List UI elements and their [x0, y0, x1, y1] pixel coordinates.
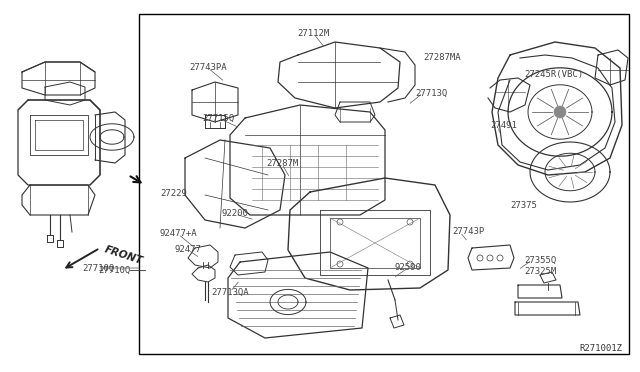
- Text: 27715Q: 27715Q: [202, 113, 234, 122]
- Text: 27743P: 27743P: [452, 228, 484, 237]
- Text: 27743PA: 27743PA: [189, 64, 227, 73]
- Text: FRONT: FRONT: [103, 244, 144, 266]
- Text: 27245R(VBC): 27245R(VBC): [524, 71, 583, 80]
- Text: 27229: 27229: [161, 189, 188, 199]
- Text: 27491: 27491: [490, 122, 517, 131]
- Text: R271001Z: R271001Z: [579, 344, 622, 353]
- Text: 27287MA: 27287MA: [423, 54, 461, 62]
- Text: 27713QA: 27713QA: [211, 288, 249, 296]
- Bar: [139, 14, 629, 354]
- Text: 27375: 27375: [511, 202, 538, 211]
- Text: 92200: 92200: [221, 209, 248, 218]
- Text: 27325M: 27325M: [524, 267, 556, 276]
- Circle shape: [554, 106, 566, 118]
- Text: 27287M: 27287M: [266, 160, 298, 169]
- Text: 27710Q: 27710Q: [82, 263, 114, 273]
- Text: 92477: 92477: [175, 246, 202, 254]
- Text: 27355Q: 27355Q: [524, 256, 556, 264]
- Text: 92477+A: 92477+A: [159, 230, 197, 238]
- Text: 27112M: 27112M: [297, 29, 329, 38]
- Text: 27710Q: 27710Q: [98, 266, 131, 275]
- Text: 92590: 92590: [395, 263, 421, 273]
- Text: 27713Q: 27713Q: [415, 89, 447, 97]
